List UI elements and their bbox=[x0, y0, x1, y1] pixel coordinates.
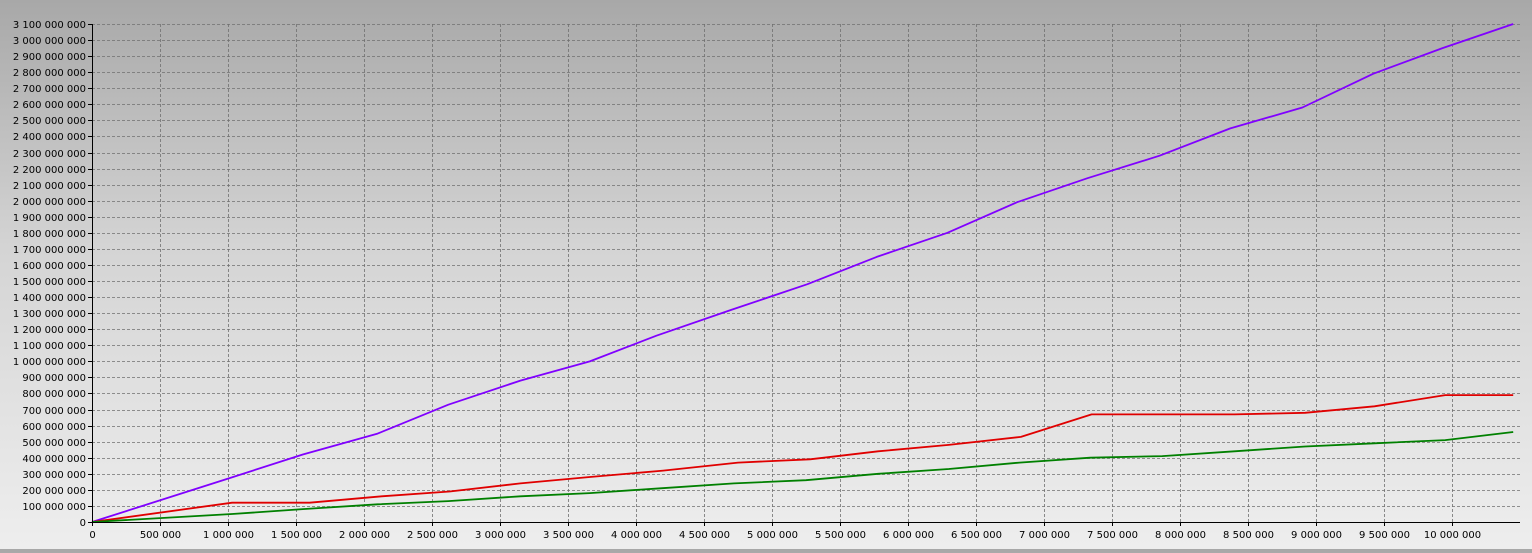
x-axis-tick-label: 5 000 000 bbox=[747, 530, 798, 541]
y-axis-tick-label: 1 800 000 000 bbox=[13, 229, 86, 240]
x-axis-tick-label: 0 bbox=[89, 530, 95, 541]
y-axis-tick-label: 1 500 000 000 bbox=[13, 277, 86, 288]
y-axis-tick-label: 100 000 000 bbox=[22, 502, 86, 513]
y-axis-tick-label: 2 400 000 000 bbox=[13, 132, 86, 143]
y-axis-tick-label: 500 000 000 bbox=[22, 438, 86, 449]
y-axis-tick-label: 1 600 000 000 bbox=[13, 261, 86, 272]
x-axis-tick-label: 3 500 000 bbox=[543, 530, 594, 541]
x-axis-tick-label: 2 500 000 bbox=[407, 530, 458, 541]
series-line-3 bbox=[91, 431, 1514, 523]
x-axis-tick-label: 7 500 000 bbox=[1087, 530, 1138, 541]
x-axis-tick-label: 3 000 000 bbox=[475, 530, 526, 541]
x-axis-tick-label: 8 500 000 bbox=[1223, 530, 1274, 541]
y-axis-tick-labels: 0 100 000 000 200 000 000 300 000 000 400 00… bbox=[13, 20, 86, 529]
y-axis-tick-label: 300 000 000 bbox=[22, 470, 86, 481]
x-axis-tick-label: 7 000 000 bbox=[1019, 530, 1070, 541]
x-axis-tick-label: 4 500 000 bbox=[679, 530, 730, 541]
y-axis-tick-label: 1 200 000 000 bbox=[13, 325, 86, 336]
x-axis-tick-label: 4 000 000 bbox=[611, 530, 662, 541]
x-axis-tick-label: 2 000 000 bbox=[339, 530, 390, 541]
series-lines bbox=[91, 23, 1514, 523]
x-axis-tick-label: 8 000 000 bbox=[1155, 530, 1206, 541]
series-line-2 bbox=[91, 394, 1514, 523]
y-axis-tick-label: 2 700 000 000 bbox=[13, 84, 86, 95]
y-axis-tick-label: 800 000 000 bbox=[22, 389, 86, 400]
y-axis-tick-label: 900 000 000 bbox=[22, 373, 86, 384]
y-axis-tick-label: 2 600 000 000 bbox=[13, 100, 86, 111]
y-axis-tick-label: 2 100 000 000 bbox=[13, 181, 86, 192]
x-axis-tick-label: 9 500 000 bbox=[1359, 530, 1410, 541]
x-axis-tick-label: 500 000 bbox=[140, 530, 181, 541]
y-axis-tick-label: 400 000 000 bbox=[22, 454, 86, 465]
y-axis-tick-label: 1 400 000 000 bbox=[13, 293, 86, 304]
grid-lines bbox=[92, 24, 1520, 522]
y-axis-tick-label: 700 000 000 bbox=[22, 406, 86, 417]
y-axis-tick-label: 1 000 000 000 bbox=[13, 357, 86, 368]
y-axis-tick-label: 2 500 000 000 bbox=[13, 116, 86, 127]
y-axis-tick-label: 1 300 000 000 bbox=[13, 309, 86, 320]
y-axis-tick-label: 2 000 000 000 bbox=[13, 197, 86, 208]
x-axis-tick-label: 6 500 000 bbox=[951, 530, 1002, 541]
y-axis-tick-label: 1 700 000 000 bbox=[13, 245, 86, 256]
x-axis-tick-label: 10 000 000 bbox=[1424, 530, 1481, 541]
x-axis-tick-label: 5 500 000 bbox=[815, 530, 866, 541]
axes bbox=[88, 24, 1520, 526]
series-line-1 bbox=[91, 23, 1514, 523]
y-axis-tick-label: 2 900 000 000 bbox=[13, 52, 86, 63]
x-axis-tick-label: 6 000 000 bbox=[883, 530, 934, 541]
y-axis-tick-label: 2 300 000 000 bbox=[13, 149, 86, 160]
y-axis-tick-label: 2 800 000 000 bbox=[13, 68, 86, 79]
y-axis-tick-label: 600 000 000 bbox=[22, 422, 86, 433]
x-axis-tick-label: 1 500 000 bbox=[271, 530, 322, 541]
x-axis-tick-label: 9 000 000 bbox=[1291, 530, 1342, 541]
y-axis-tick-label: 200 000 000 bbox=[22, 486, 86, 497]
y-axis-tick-label: 2 200 000 000 bbox=[13, 165, 86, 176]
y-axis-tick-label: 1 900 000 000 bbox=[13, 213, 86, 224]
y-axis-tick-label: 1 100 000 000 bbox=[13, 341, 86, 352]
x-axis-tick-labels: 0 500 000 1 000 000 1 500 000 2 000 000 2 500… bbox=[89, 530, 1481, 541]
y-axis-tick-label: 3 100 000 000 bbox=[13, 20, 86, 31]
y-axis-tick-label: 3 000 000 000 bbox=[13, 36, 86, 47]
y-axis-tick-label: 0 bbox=[80, 518, 86, 529]
x-axis-tick-label: 1 000 000 bbox=[203, 530, 254, 541]
